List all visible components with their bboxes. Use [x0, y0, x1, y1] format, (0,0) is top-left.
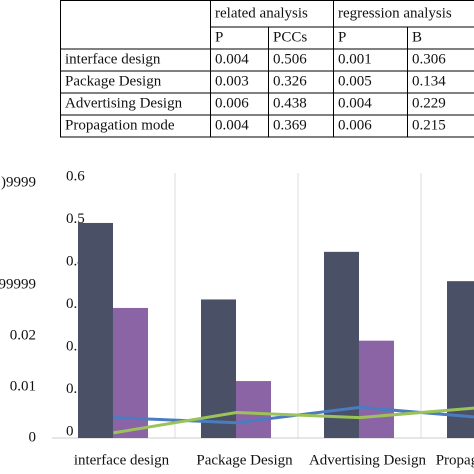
x-tick-label: Package Design — [196, 452, 293, 468]
group-header: related analysis — [215, 5, 308, 21]
cell: 0.506 — [273, 51, 307, 67]
cell: 0.001 — [338, 51, 372, 67]
table: related analysis regression analysis P PCCs… — [60, 0, 474, 138]
cell: 0.438 — [273, 95, 307, 111]
y2-tick-label: 99999 — [0, 276, 36, 292]
bar — [78, 222, 113, 438]
sub-header: P — [338, 29, 346, 45]
sub-header: B — [412, 29, 422, 45]
cell: 0.134 — [412, 73, 446, 89]
cell: Propagation mode — [65, 117, 175, 133]
y2-tick-label: )9999 — [1, 174, 36, 190]
cell: Package Design — [65, 73, 162, 89]
bar — [447, 281, 474, 438]
cell: 0.006 — [215, 95, 249, 111]
y-tick-label: 0 — [66, 423, 74, 439]
cell: 0.229 — [412, 95, 446, 111]
cell: 0.003 — [215, 73, 249, 89]
y-tick-label: 0.5 — [66, 211, 85, 227]
y2-tick-label: 0.02 — [10, 327, 36, 343]
y2-tick-label: 0 — [29, 429, 37, 445]
cell: 0.006 — [338, 117, 372, 133]
cell: 0.326 — [273, 73, 307, 89]
cell: Advertising Design — [65, 95, 183, 111]
cell: 0.004 — [215, 51, 249, 67]
y-tick-label: 0.6 — [66, 168, 85, 184]
y2-tick-label: 0.01 — [10, 378, 36, 394]
cell: 0.004 — [338, 95, 372, 111]
cell: 0.005 — [338, 73, 372, 89]
line — [113, 406, 474, 435]
group-header: regression analysis — [338, 5, 452, 21]
cell: 0.306 — [412, 51, 446, 67]
x-tick-label: Propagation mode — [436, 452, 474, 468]
cell: 0.004 — [215, 117, 249, 133]
x-tick-label: Advertising Design — [309, 452, 427, 468]
cell: interface design — [65, 51, 161, 67]
cell: 0.215 — [412, 117, 446, 133]
bar — [359, 340, 394, 438]
sub-header: P — [215, 29, 223, 45]
x-tick-label: interface design — [74, 452, 170, 468]
bar — [236, 381, 271, 438]
sub-header: PCCs — [273, 29, 307, 45]
cell: 0.369 — [273, 117, 307, 133]
chart: 00.10.20.30.40.50.600.010.0299999)9999in… — [0, 168, 474, 468]
